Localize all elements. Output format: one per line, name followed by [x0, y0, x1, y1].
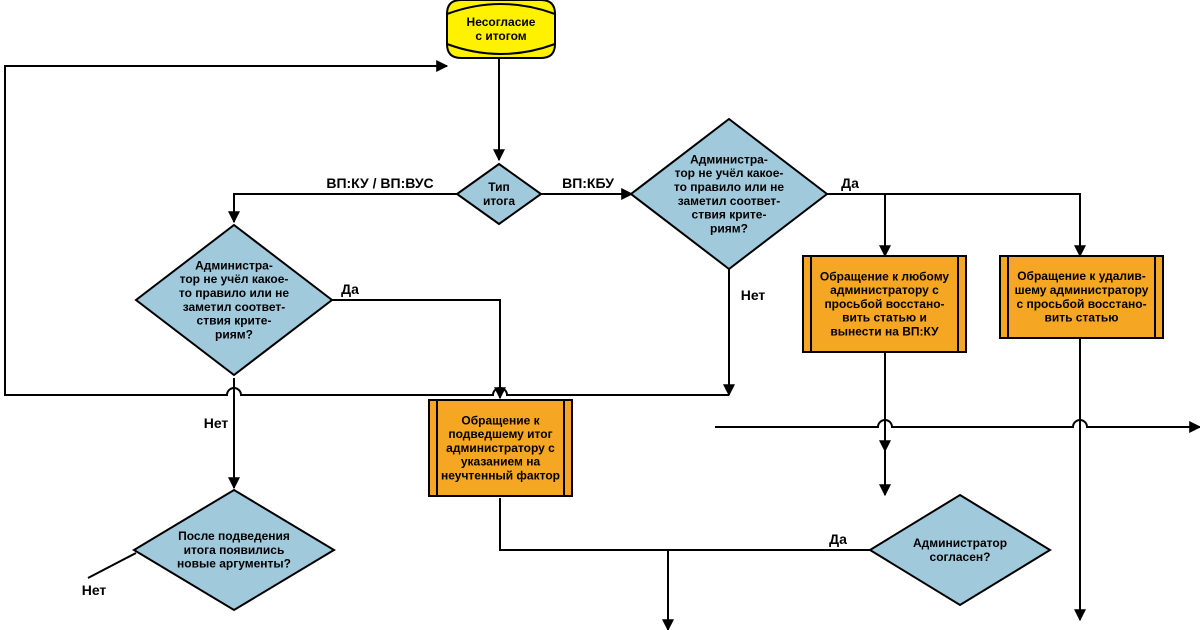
edge-label-7: Нет	[741, 287, 766, 303]
svg-text:заметил соответ-: заметил соответ-	[183, 300, 286, 314]
edge-14	[715, 420, 1200, 427]
svg-text:Администра-: Администра-	[195, 258, 273, 272]
svg-text:Обращение к любому: Обращение к любому	[820, 269, 950, 283]
edge-label-1: ВП:КУ / ВП:ВУС	[326, 175, 433, 191]
edge-8	[332, 300, 500, 398]
edge-4	[885, 194, 1080, 256]
svg-text:новые аргументы?: новые аргументы?	[177, 557, 291, 571]
svg-text:Тип: Тип	[488, 180, 510, 194]
svg-text:тор не учёл какое-: тор не учёл какое-	[675, 166, 784, 180]
svg-text:Обращение к удалив-: Обращение к удалив-	[1017, 269, 1146, 283]
svg-text:просьбой восстано-: просьбой восстано-	[824, 297, 944, 311]
svg-text:Несогласие: Несогласие	[467, 15, 536, 29]
svg-text:администратору с: администратору с	[830, 283, 939, 297]
svg-text:После подведения: После подведения	[178, 529, 290, 543]
svg-text:Обращение к: Обращение к	[461, 413, 540, 427]
node-proc_sum: Обращение кподведшему итогадминистратору…	[429, 400, 572, 496]
svg-text:вить статью и: вить статью и	[842, 311, 927, 325]
edge-label-3: Да	[841, 175, 859, 191]
svg-text:Администра-: Администра-	[690, 152, 768, 166]
node-after: После подведенияитога появилисьновые арг…	[134, 490, 334, 610]
svg-text:заметил соответ-: заметил соответ-	[678, 194, 781, 208]
svg-text:тор не учёл какое-: тор не учёл какое-	[180, 272, 289, 286]
svg-text:то правило или не: то правило или не	[179, 286, 289, 300]
edge-11	[500, 498, 668, 550]
flowchart: ВП:КУ / ВП:ВУС ВП:КБУ Да Нет Да Нет Да Нет Несог…	[0, 0, 1200, 630]
node-start: Несогласиес итогом	[447, 0, 555, 58]
edge-label-9: Нет	[204, 415, 229, 431]
edge-12	[668, 550, 870, 630]
svg-text:то правило или не: то правило или не	[674, 180, 784, 194]
svg-text:итога: итога	[483, 194, 515, 208]
svg-text:указанием на: указанием на	[461, 455, 541, 469]
svg-text:вынести на ВП:КУ: вынести на ВП:КУ	[830, 325, 939, 339]
edge-3	[825, 194, 885, 256]
svg-text:шему администратору: шему администратору	[1015, 283, 1149, 297]
svg-text:ствия крите-: ствия крите-	[197, 314, 272, 328]
node-admin2: Администра-тор не учёл какое-то правило …	[631, 119, 827, 269]
node-admin1: Администра-тор не учёл какое-то правило …	[136, 225, 332, 375]
node-type: Типитога	[457, 164, 541, 224]
edge-15	[88, 553, 136, 578]
edge-10	[5, 66, 729, 395]
edge-label-8: Да	[341, 281, 359, 297]
node-proc_del: Обращение к удалив-шему администраторус …	[1000, 256, 1163, 338]
svg-text:итога появились: итога появились	[184, 543, 285, 557]
svg-text:с просьбой восстано-: с просьбой восстано-	[1016, 297, 1146, 311]
svg-text:подведшему итог: подведшему итог	[448, 427, 552, 441]
edge-label-15: Нет	[82, 582, 107, 598]
svg-text:администратору с: администратору с	[446, 441, 555, 455]
svg-text:с итогом: с итогом	[475, 29, 526, 43]
svg-text:риям?: риям?	[710, 221, 748, 235]
svg-text:ствия крите-: ствия крите-	[692, 208, 767, 222]
svg-text:риям?: риям?	[215, 327, 253, 341]
node-agree: Администраторсогласен?	[870, 495, 1050, 605]
svg-text:неучтенный фактор: неучтенный фактор	[441, 469, 560, 483]
edge-label-2: ВП:КБУ	[562, 175, 614, 191]
node-proc_any: Обращение к любомуадминистратору спросьб…	[803, 256, 966, 352]
edge-1	[234, 194, 457, 222]
svg-text:вить статью: вить статью	[1044, 311, 1118, 325]
svg-text:согласен?: согласен?	[930, 550, 991, 564]
svg-text:Администратор: Администратор	[913, 536, 1007, 550]
edge-label-12: Да	[829, 531, 847, 547]
